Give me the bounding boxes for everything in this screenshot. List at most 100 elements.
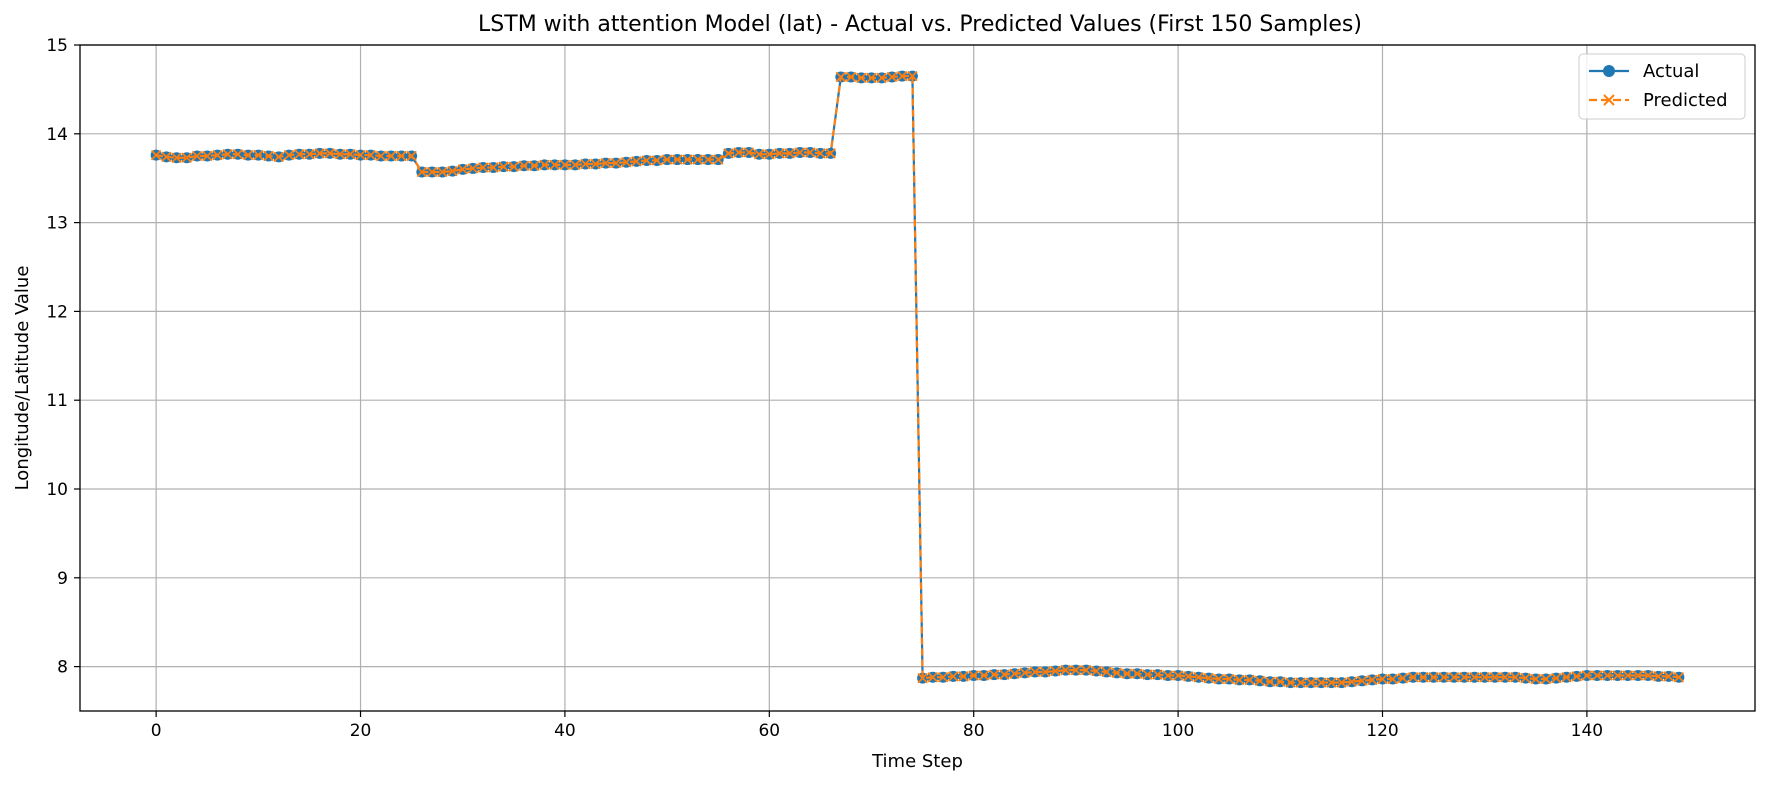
predicted-point bbox=[1387, 673, 1398, 685]
x-axis-ticks: 0 20 40 60 80 100 120 140 bbox=[151, 711, 1603, 741]
predicted-point bbox=[1663, 671, 1674, 682]
predicted-point bbox=[212, 149, 223, 161]
predicted-point bbox=[355, 149, 366, 161]
predicted-point bbox=[559, 159, 571, 171]
x-tick-label: 80 bbox=[963, 721, 985, 741]
predicted-point bbox=[1111, 667, 1123, 679]
chart-title: LSTM with attention Model (lat) - Actual… bbox=[478, 12, 1362, 37]
y-tick-label: 8 bbox=[57, 658, 68, 678]
predicted-point bbox=[1264, 676, 1276, 687]
predicted-point bbox=[1346, 676, 1358, 687]
predicted-point bbox=[1203, 672, 1214, 684]
predicted-point bbox=[723, 148, 734, 159]
predicted-series-line bbox=[155, 74, 1679, 684]
predicted-point bbox=[488, 162, 499, 173]
predicted-point bbox=[549, 159, 560, 171]
predicted-point bbox=[1223, 673, 1235, 685]
predicted-point bbox=[304, 148, 315, 160]
predicted-point bbox=[1305, 677, 1317, 688]
x-tick-label: 60 bbox=[758, 721, 780, 741]
predicted-point bbox=[1183, 671, 1194, 682]
predicted-point bbox=[1131, 668, 1143, 679]
predicted-point bbox=[1152, 669, 1163, 680]
predicted-point bbox=[600, 157, 612, 169]
predicted-point bbox=[702, 154, 714, 165]
x-tick-label: 0 bbox=[151, 721, 162, 741]
predicted-point bbox=[242, 149, 254, 161]
predicted-point bbox=[406, 150, 417, 162]
predicted-point bbox=[1019, 667, 1031, 679]
predicted-point bbox=[1050, 665, 1061, 677]
predicted-point bbox=[171, 152, 182, 164]
predicted-point bbox=[968, 670, 979, 681]
predicted-point bbox=[1612, 670, 1623, 681]
predicted-point bbox=[375, 150, 387, 162]
x-tick-label: 100 bbox=[1162, 721, 1194, 741]
y-tick-label: 15 bbox=[46, 36, 68, 56]
predicted-point bbox=[978, 670, 990, 681]
predicted-point bbox=[856, 72, 867, 84]
predicted-point bbox=[1561, 672, 1572, 683]
y-tick-label: 11 bbox=[46, 391, 68, 411]
predicted-point bbox=[150, 149, 162, 161]
predicted-point bbox=[1581, 670, 1593, 681]
predicted-point bbox=[1632, 670, 1644, 681]
predicted-point bbox=[263, 150, 274, 162]
predicted-point bbox=[201, 150, 213, 162]
predicted-point bbox=[1029, 666, 1041, 678]
x-tick-label: 120 bbox=[1366, 721, 1398, 741]
predicted-point bbox=[845, 71, 857, 83]
predicted-point bbox=[1193, 672, 1204, 683]
predicted-point bbox=[181, 152, 193, 164]
predicted-point bbox=[314, 148, 325, 159]
predicted-point bbox=[896, 70, 908, 82]
predicted-point bbox=[457, 164, 468, 175]
predicted-point bbox=[621, 156, 632, 168]
y-tick-label: 12 bbox=[46, 302, 68, 322]
predicted-point bbox=[804, 147, 816, 158]
predicted-point bbox=[1285, 677, 1296, 688]
predicted-point bbox=[1040, 666, 1051, 678]
predicted-point bbox=[610, 157, 622, 169]
predicted-point bbox=[334, 148, 346, 160]
x-axis-label: Time Step bbox=[871, 751, 963, 772]
predicted-point bbox=[937, 672, 949, 683]
predicted-point bbox=[1142, 669, 1153, 680]
predicted-point bbox=[661, 154, 673, 165]
predicted-point bbox=[1520, 672, 1531, 684]
predicted-point bbox=[631, 156, 642, 167]
predicted-point bbox=[1315, 677, 1327, 688]
predicted-point bbox=[774, 148, 785, 159]
predicted-point bbox=[815, 148, 826, 159]
predicted-point bbox=[498, 161, 509, 172]
predicted-point bbox=[1550, 672, 1562, 684]
predicted-point bbox=[1121, 668, 1133, 679]
predicted-point bbox=[764, 148, 775, 160]
predicted-point bbox=[1459, 672, 1470, 683]
predicted-point bbox=[580, 158, 591, 170]
predicted-point bbox=[958, 671, 969, 682]
predicted-point bbox=[1510, 672, 1521, 683]
predicted-point bbox=[232, 148, 244, 160]
predicted-point bbox=[508, 161, 520, 172]
predicted-point bbox=[222, 148, 233, 160]
predicted-point bbox=[1469, 672, 1480, 683]
predicted-point bbox=[999, 669, 1010, 680]
predicted-point bbox=[1571, 671, 1582, 682]
predicted-point bbox=[733, 147, 744, 158]
predicted-point bbox=[1438, 672, 1450, 683]
predicted-point bbox=[1162, 670, 1174, 681]
predicted-point bbox=[917, 672, 928, 684]
plot-frame bbox=[79, 44, 1756, 712]
predicted-point bbox=[396, 150, 407, 162]
predicted-point bbox=[1080, 664, 1092, 676]
predicted-point bbox=[365, 149, 376, 161]
predicted-point bbox=[1213, 673, 1225, 685]
predicted-point bbox=[293, 148, 305, 160]
y-tick-label: 9 bbox=[57, 569, 68, 589]
predicted-point bbox=[1275, 676, 1286, 687]
predicted-point bbox=[1091, 665, 1102, 677]
predicted-point bbox=[1530, 673, 1542, 685]
predicted-point bbox=[1407, 672, 1419, 683]
predicted-point bbox=[253, 149, 264, 161]
